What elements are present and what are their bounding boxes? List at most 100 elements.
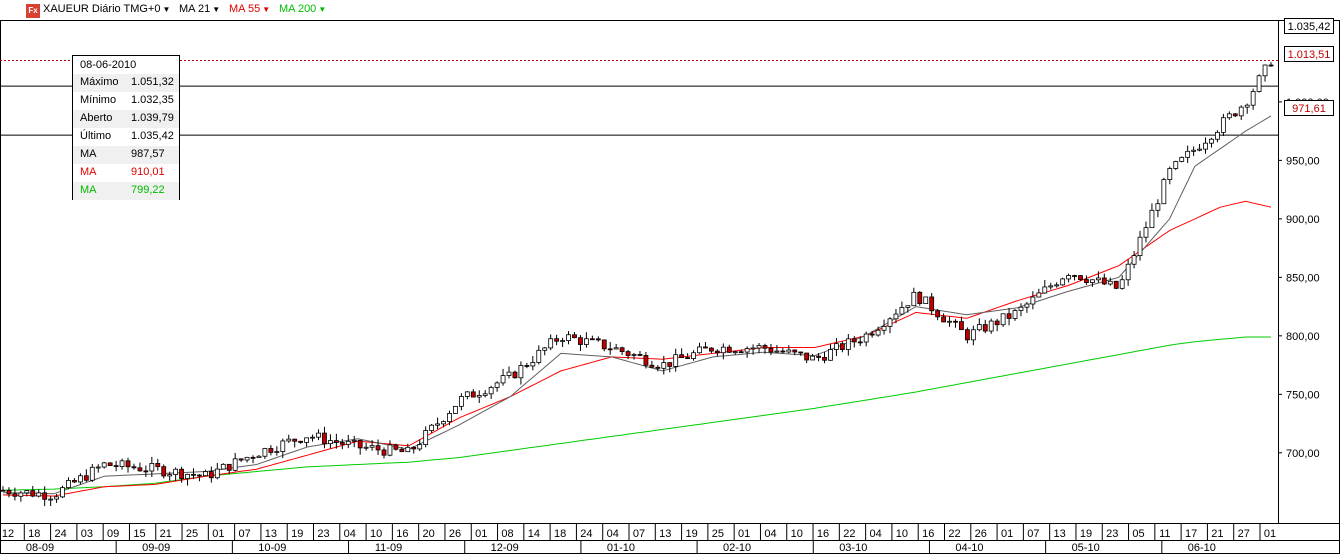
info-row-label: Máximo xyxy=(80,76,119,88)
candle-body xyxy=(494,382,500,388)
candle-body xyxy=(1262,64,1268,77)
candle-body xyxy=(583,338,589,345)
candle-body xyxy=(238,458,244,461)
candle-body xyxy=(316,432,321,438)
x-day-label: 03 xyxy=(81,528,93,540)
candle-body xyxy=(1084,279,1089,283)
candle-body xyxy=(226,463,232,471)
info-row-label: Mínimo xyxy=(80,94,117,106)
candle-body xyxy=(953,320,958,323)
candle-body xyxy=(173,468,179,475)
x-day-label: 26 xyxy=(975,528,987,540)
candle-body xyxy=(262,448,268,457)
candle-body xyxy=(1078,275,1083,280)
y-tick-label: 800,00 xyxy=(1286,331,1320,343)
x-day-label: 10 xyxy=(791,528,803,540)
info-row-value: 910,01 xyxy=(131,166,165,178)
candle-body xyxy=(899,307,905,315)
candle-body xyxy=(286,438,292,442)
ma55-line xyxy=(2,200,1272,497)
candle-body xyxy=(917,291,923,305)
x-month-label: 10-09 xyxy=(258,542,286,554)
candle-body xyxy=(970,329,976,341)
candle-body xyxy=(411,446,417,450)
ma55-toggle[interactable]: MA 55 ▼ xyxy=(229,3,270,15)
symbol-selector[interactable]: XAUEUR Diário TMG+0 ▼ xyxy=(43,3,170,15)
ma21-line xyxy=(2,115,1272,495)
candle-body xyxy=(506,371,512,376)
candle-body xyxy=(744,348,750,353)
candle-body xyxy=(95,466,101,469)
candle-body xyxy=(1197,148,1202,151)
candle-body xyxy=(322,432,327,445)
candle-body xyxy=(167,474,173,477)
candle-body xyxy=(774,350,780,353)
candle-body xyxy=(1167,168,1173,180)
candle-body xyxy=(1185,150,1191,158)
candle-body xyxy=(1250,91,1256,106)
x-month-label: 08-09 xyxy=(26,542,54,554)
x-day-label: 16 xyxy=(396,528,408,540)
candle-body xyxy=(548,338,554,349)
candle-body xyxy=(107,462,113,467)
candle-body xyxy=(18,492,24,497)
candle-body xyxy=(387,444,393,456)
candle-body xyxy=(810,355,816,361)
x-month-label: 04-10 xyxy=(955,542,983,554)
candle-body xyxy=(1232,113,1238,117)
candle-body xyxy=(1000,313,1006,326)
candle-body xyxy=(1042,286,1048,294)
candle-body xyxy=(1006,313,1012,319)
candle-body xyxy=(768,347,774,353)
x-day-label: 01 xyxy=(475,528,487,540)
candle-body xyxy=(905,305,911,308)
candle-body xyxy=(292,438,298,442)
candle-body xyxy=(738,351,744,354)
candle-body xyxy=(875,329,881,336)
x-day-label: 18 xyxy=(554,528,566,540)
candle-body xyxy=(447,413,452,422)
x-day-label: 07 xyxy=(633,528,645,540)
candle-body xyxy=(24,490,30,494)
candle-body xyxy=(1095,277,1101,281)
candle-body xyxy=(77,475,83,483)
candle-body xyxy=(655,366,661,369)
candle-body xyxy=(339,442,345,445)
ma200-toggle[interactable]: MA 200 ▼ xyxy=(279,3,326,15)
x-month-label: 01-10 xyxy=(607,542,635,554)
candle-body xyxy=(42,492,48,500)
candle-body xyxy=(60,487,65,498)
candle-body xyxy=(435,423,440,426)
candle-body xyxy=(988,320,994,332)
candle-body xyxy=(1161,179,1167,205)
candle-body xyxy=(1024,303,1030,308)
candle-body xyxy=(54,496,59,500)
x-day-label: 15 xyxy=(133,528,145,540)
info-row: MA 987,57 xyxy=(73,146,179,164)
candle-body xyxy=(703,346,708,349)
candle-body xyxy=(250,456,256,459)
x-day-label: 19 xyxy=(685,528,697,540)
candle-body xyxy=(911,291,917,307)
ma21-toggle[interactable]: MA 21 ▼ xyxy=(179,3,220,15)
candle-body xyxy=(697,346,702,354)
candle-body xyxy=(131,466,137,469)
x-day-label: 01 xyxy=(212,528,224,540)
info-row-value: 1.035,42 xyxy=(131,130,174,142)
candle-body xyxy=(560,340,565,343)
candle-body xyxy=(393,444,399,450)
candle-body xyxy=(179,468,184,480)
candle-body xyxy=(274,451,280,453)
candle-body xyxy=(500,375,506,384)
candle-body xyxy=(1238,106,1244,117)
x-day-label: 14 xyxy=(528,528,540,540)
candle-body xyxy=(12,493,18,497)
candle-body xyxy=(381,449,387,456)
candle-body xyxy=(0,489,6,492)
candle-body xyxy=(6,489,12,495)
info-row-label: MA xyxy=(80,166,97,178)
x-day-label: 12 xyxy=(2,528,14,540)
candle-body xyxy=(208,471,214,479)
candle-body xyxy=(887,318,893,327)
